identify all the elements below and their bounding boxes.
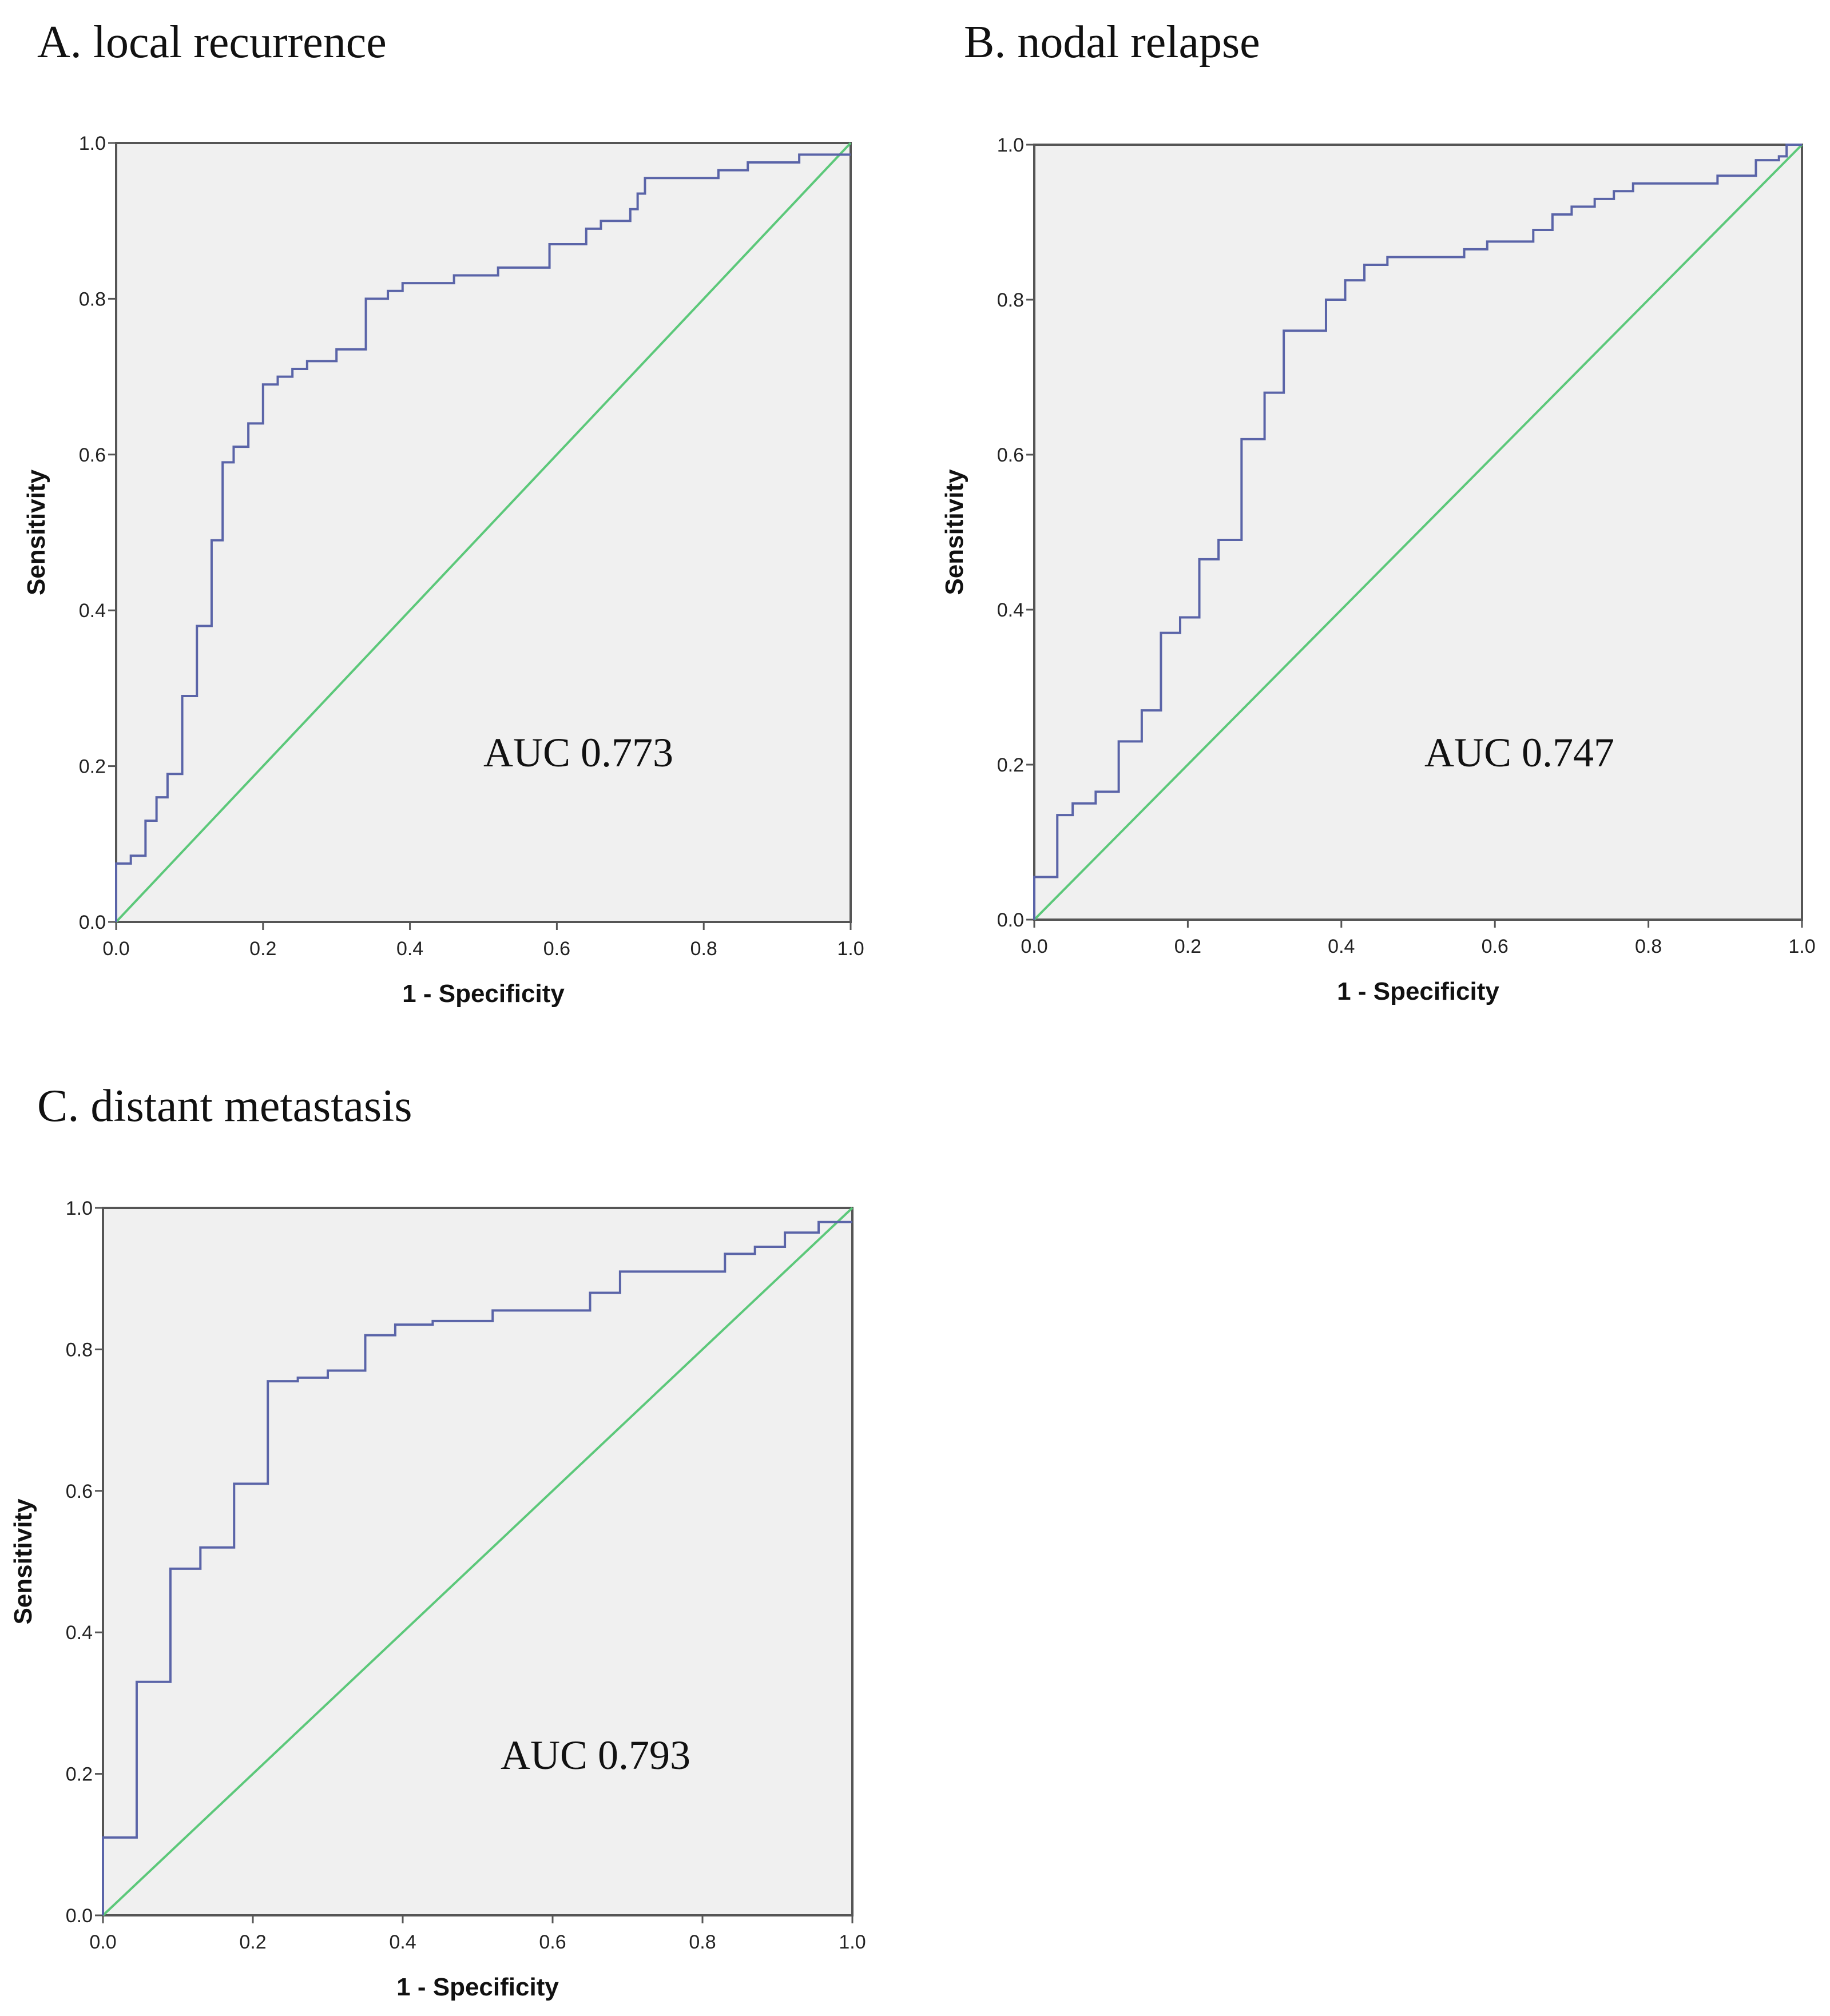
- panel-c-y-tick-label: 0.4: [66, 1622, 93, 1644]
- panel-b-y-tick-label: 0.0: [997, 909, 1024, 931]
- panel-c-x-tick-label: 0.4: [389, 1931, 416, 1953]
- panel-c-x-axis-label: 1 - Specificity: [396, 1973, 559, 2001]
- panel-a-roc-curve: [115, 153, 851, 922]
- panel-a-y-tick-label: 0.8: [79, 288, 106, 310]
- panel-c-y-tick-label: 0.6: [66, 1481, 93, 1502]
- panel-b-x-tick-label: 0.4: [1328, 936, 1355, 957]
- panel-a-x-tick-label: 0.0: [102, 938, 129, 960]
- panel-c-y-tick-label: 0.8: [66, 1339, 93, 1361]
- panel-c-title: C. distant metastasis: [37, 1081, 412, 1131]
- panel-b-y-tick-label: 0.6: [997, 444, 1024, 466]
- panel-c-reference-line: [102, 1207, 854, 1916]
- panel-b-x-tick-label: 0.2: [1174, 936, 1201, 957]
- panel-a-reference-line: [115, 142, 852, 923]
- panel-b-y-axis-label: Sensitivity: [940, 469, 968, 595]
- panel-c-auc-annotation: AUC 0.793: [501, 1732, 690, 1778]
- panel-b-x-tick-label: 0.6: [1482, 936, 1509, 957]
- panel-a-y-tick-label: 1.0: [79, 133, 106, 154]
- panel-a-y-tick-label: 0.4: [79, 600, 106, 622]
- panel-a-x-tick-label: 1.0: [837, 938, 864, 960]
- panel-c-x-tick-label: 0.0: [89, 1931, 116, 1953]
- panel-c-y-axis-label: Sensitivity: [9, 1498, 37, 1625]
- panel-c-y-tick-label: 0.2: [66, 1764, 93, 1786]
- panel-c-x-tick-label: 0.2: [239, 1931, 266, 1953]
- panel-c-x-tick-label: 0.6: [539, 1931, 566, 1953]
- panel-a-x-tick-label: 0.6: [543, 938, 570, 960]
- panel-a-x-tick-label: 0.2: [249, 938, 276, 960]
- panel-a-y-axis-label: Sensitivity: [22, 469, 50, 595]
- panel-b-reference-line: [1033, 144, 1803, 921]
- panel-a-x-axis-label: 1 - Specificity: [402, 980, 565, 1008]
- panel-b-y-tick-label: 0.4: [997, 599, 1024, 621]
- panel-b-auc-annotation: AUC 0.747: [1424, 730, 1614, 776]
- panel-b-x-tick-label: 0.0: [1021, 936, 1047, 957]
- panel-a-auc-annotation: AUC 0.773: [483, 730, 673, 776]
- panel-b-roc-curve: [1033, 144, 1802, 920]
- panel-a-title: A. local recurrence: [37, 17, 387, 67]
- panel-c-y-tick-label: 0.0: [66, 1905, 93, 1927]
- panel-b-x-axis-label: 1 - Specificity: [1337, 977, 1499, 1005]
- panel-c-x-tick-label: 1.0: [839, 1931, 866, 1953]
- panel-c-roc-curve: [102, 1220, 852, 1915]
- panel-c-x-tick-label: 0.8: [689, 1931, 716, 1953]
- panel-b-x-tick-label: 1.0: [1788, 936, 1815, 957]
- panel-a-x-tick-label: 0.8: [690, 938, 717, 960]
- panel-a-y-tick-label: 0.2: [79, 756, 106, 778]
- panel-a-y-tick-label: 0.6: [79, 444, 106, 466]
- panel-b-y-tick-label: 0.2: [997, 754, 1024, 776]
- panel-c-y-tick-label: 1.0: [66, 1198, 93, 1219]
- panel-a-x-tick-label: 0.4: [396, 938, 423, 960]
- panel-b-x-tick-label: 0.8: [1635, 936, 1662, 957]
- panel-b-title: B. nodal relapse: [964, 17, 1260, 67]
- panel-b-y-tick-label: 1.0: [997, 134, 1024, 156]
- panel-a-y-tick-label: 0.0: [79, 912, 106, 933]
- panel-b-y-tick-label: 0.8: [997, 289, 1024, 311]
